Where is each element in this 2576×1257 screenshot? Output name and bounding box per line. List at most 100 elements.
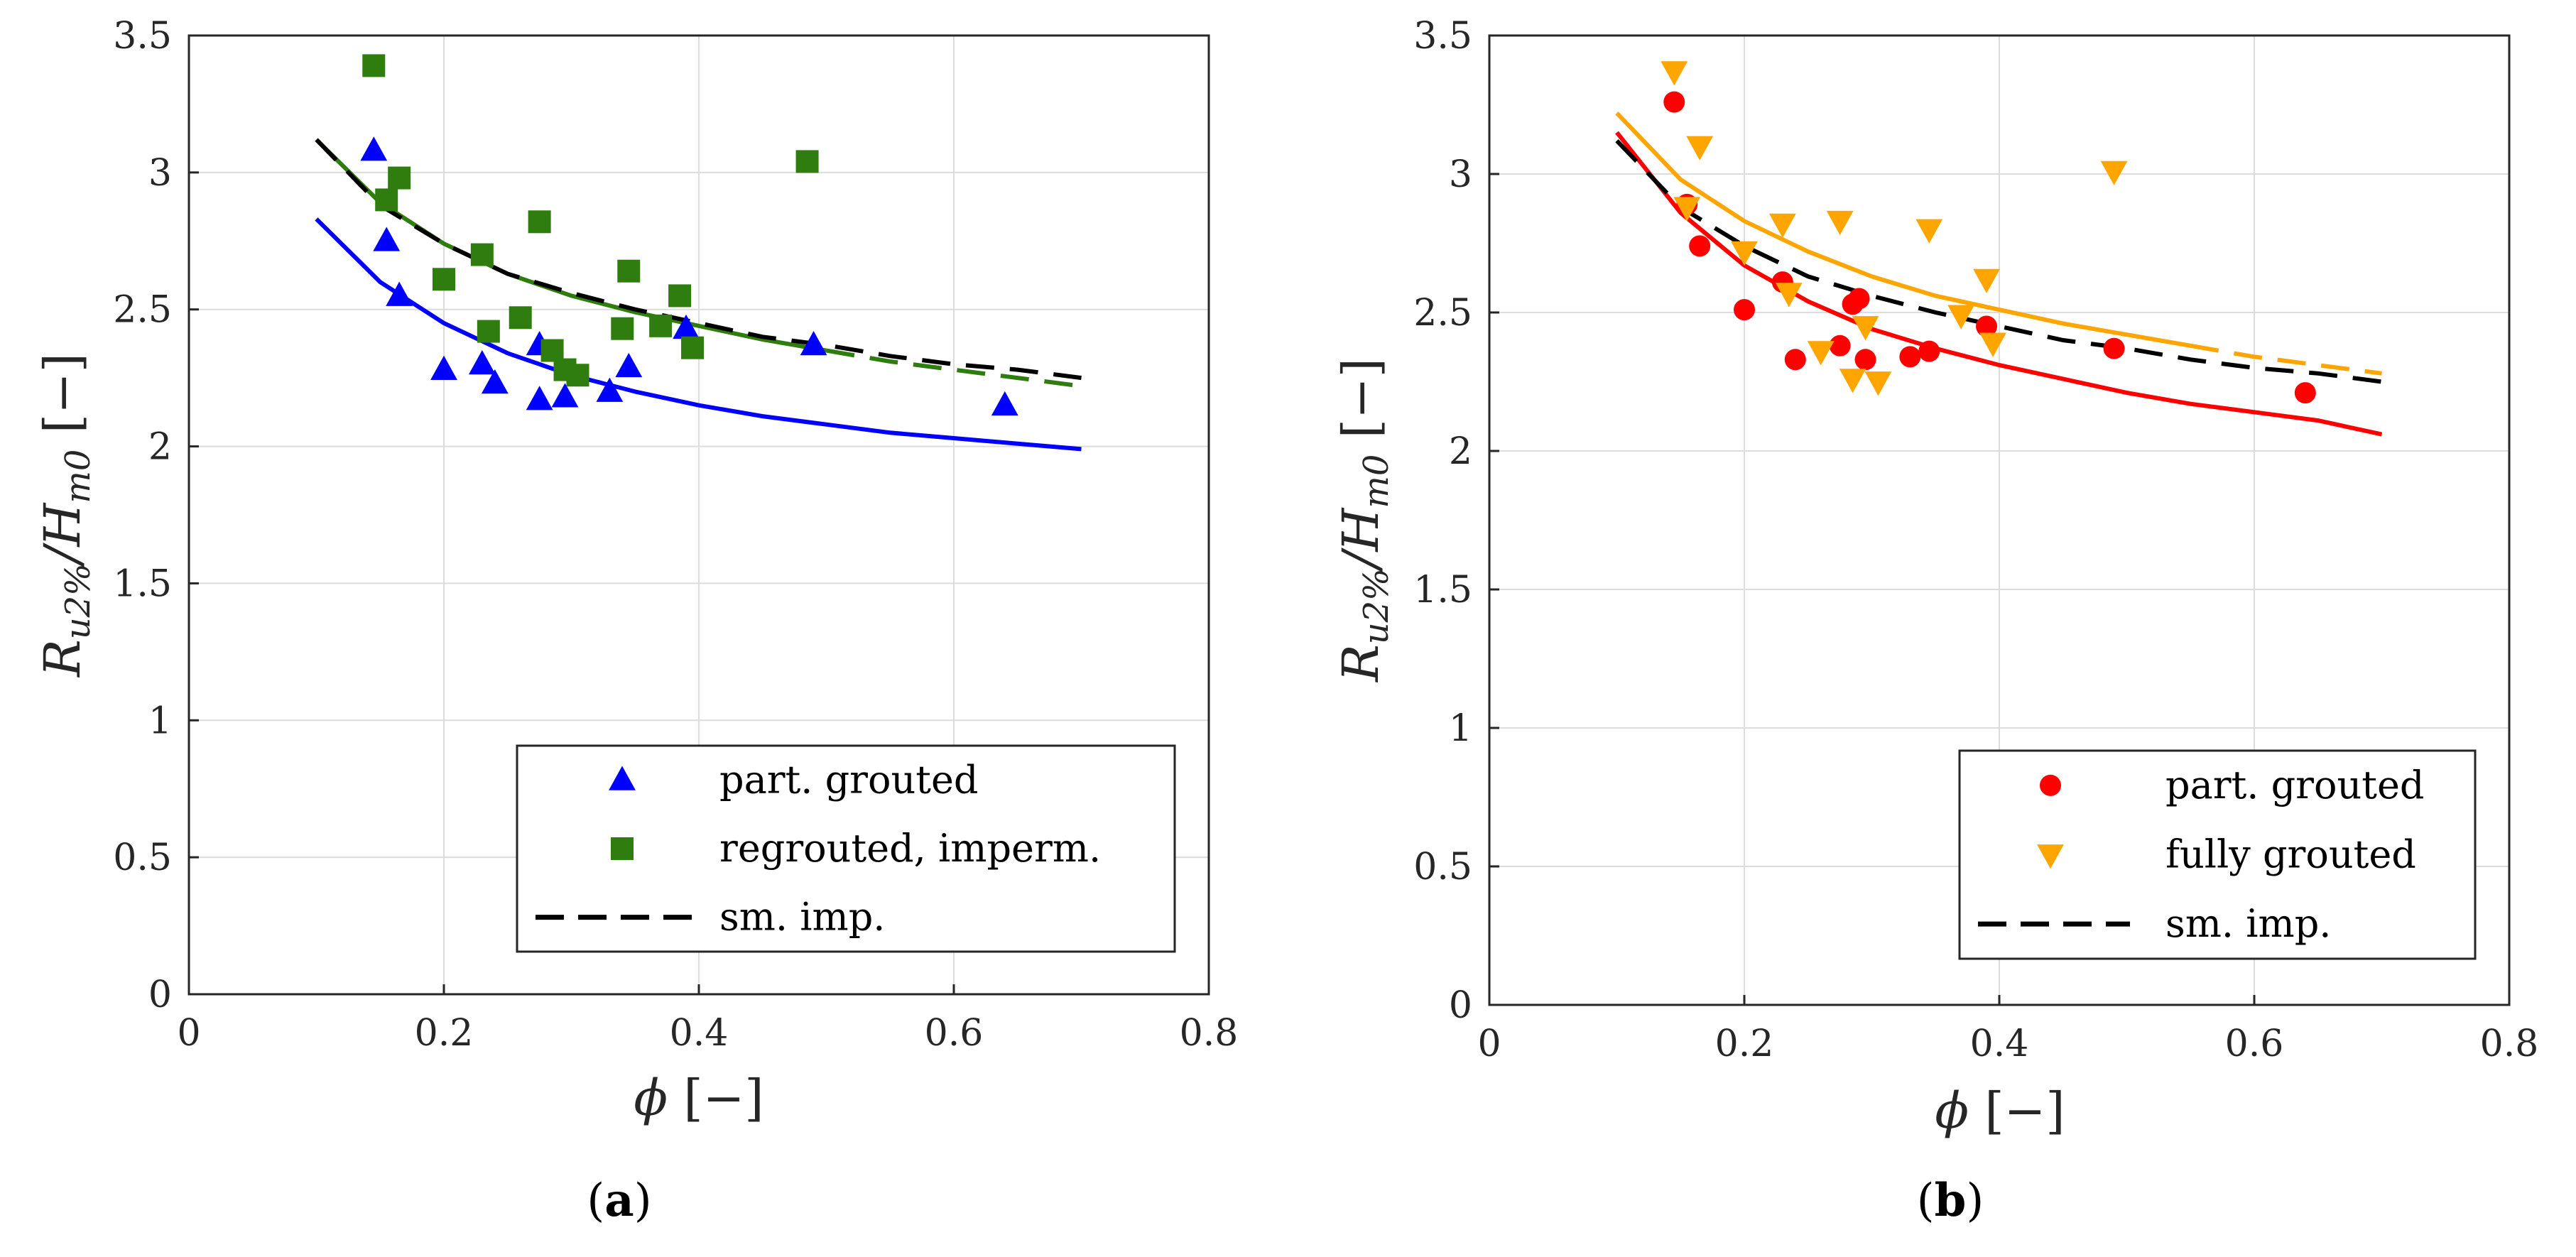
panel-b-legend: part. grouted fully grouted sm. imp.: [1958, 749, 2477, 960]
panel-a-data-point: [360, 136, 388, 161]
panel-a-data-point: [430, 355, 457, 380]
y-tick-label: 3.5: [113, 15, 172, 58]
panel-a-series-1: [362, 54, 819, 387]
panel-b-data-point: [1807, 341, 1835, 366]
panel-a-data-point: [673, 314, 700, 339]
y-axis-title: Ru2%/Hm0 [−]: [1332, 358, 1396, 683]
legend-marker: [611, 837, 634, 860]
panel-b-data-point: [1899, 346, 1921, 368]
panel-a-data-point: [617, 259, 641, 283]
panel-a-data-point: [800, 331, 827, 356]
x-tick-label: 0: [1477, 1023, 1501, 1065]
panel-b-data-point: [1947, 305, 1975, 330]
panel-a-data-point: [386, 281, 413, 306]
x-tick-label: 0.4: [670, 1012, 729, 1055]
panel-b-data-point: [1829, 334, 1851, 357]
panel-a-data-point: [991, 391, 1018, 416]
panel-b-data-point: [1854, 349, 1876, 371]
y-tick-label: 3.5: [1413, 15, 1472, 58]
panel-a-data-point: [477, 320, 500, 343]
x-axis-title: ϕ [−]: [1935, 1082, 2065, 1140]
y-tick-label: 3: [148, 152, 172, 195]
y-tick-label: 2.5: [1413, 292, 1472, 334]
panel-a-data-point: [375, 188, 398, 212]
legend-marker: [2037, 844, 2064, 869]
panel-a-data-point: [611, 317, 634, 340]
panel-a-data-point: [509, 306, 532, 330]
y-tick-label: 0.5: [113, 837, 172, 879]
x-tick-label: 0.4: [1970, 1023, 2029, 1065]
x-axis-title: ϕ [−]: [634, 1069, 763, 1127]
panel-label: (b): [1917, 1174, 1984, 1227]
legend-label: sm. imp.: [2165, 901, 2331, 946]
y-tick-label: 0: [148, 974, 172, 1016]
x-tick-label: 0.2: [1715, 1023, 1774, 1065]
y-tick-label: 0.5: [1413, 846, 1472, 888]
x-tick-label: 0.8: [1180, 1012, 1239, 1055]
y-tick-label: 2: [1449, 430, 1472, 473]
panel-a-legend: part. grouted regrouted, imperm. sm. imp.: [516, 744, 1176, 953]
panel-a-data-point: [526, 386, 553, 410]
panel-b-fit-line-1-dashed: [2190, 343, 2382, 376]
y-tick-label: 1.5: [1413, 569, 1472, 611]
panel-a-data-point: [649, 314, 673, 337]
x-tick-label: 0.8: [2480, 1023, 2539, 1065]
panel-b-data-point: [1915, 219, 1943, 244]
x-tick-label: 0.2: [415, 1012, 474, 1055]
panel-a-data-point: [551, 383, 579, 408]
panel-b-data-point: [1976, 315, 1998, 337]
panel-a-data-point: [481, 369, 509, 394]
panel-a-data-point: [373, 227, 401, 251]
panel-b-data-point: [1864, 371, 1892, 396]
panel-b-data-point: [1731, 241, 1758, 266]
panel-a-data-point: [433, 268, 455, 291]
panel-a-data-point: [668, 284, 692, 308]
panel-a-data-point: [470, 243, 494, 266]
chart-panel-a: 0 0.2 0.4 0.6 0.8 0 0.5 1 1.5 2 2.5 3 3.5 part. grout…: [33, 15, 1238, 1227]
legend-label: part. grouted: [2165, 763, 2425, 807]
panel-b-data-point: [1768, 213, 1796, 238]
panel-b-data-point: [2103, 337, 2125, 359]
chart-panel-b: 0 0.2 0.4 0.6 0.8 0 0.5 1 1.5 2 2.5 3 3.5 part. grout…: [1332, 15, 2538, 1227]
panel-label: (a): [587, 1174, 651, 1227]
panel-b-data-point: [1673, 197, 1701, 222]
panel-a-data-point: [540, 339, 564, 362]
y-tick-label: 2.5: [113, 289, 172, 332]
legend-label: regrouted, imperm.: [719, 826, 1101, 871]
panel-b-data-point: [1979, 332, 2006, 357]
y-tick-label: 0: [1449, 984, 1472, 1027]
panel-a-data-point: [566, 364, 589, 387]
panel-b-data-point: [1689, 235, 1711, 257]
y-tick-label: 1.5: [113, 562, 172, 605]
panel-a-data-point: [388, 166, 411, 190]
panel-b-data-point: [1686, 136, 1714, 160]
panel-b-data-point: [1826, 210, 1854, 236]
y-tick-label: 2: [148, 426, 172, 469]
panel-b-data-point: [1775, 283, 1803, 308]
panel-b-series-1: [1661, 61, 2128, 396]
panel-b-data-point: [2294, 382, 2316, 404]
panel-a-data-point: [362, 54, 386, 77]
x-tick-label: 0: [177, 1012, 200, 1055]
panel-a-fit-line-0: [315, 217, 1082, 452]
y-tick-label: 3: [1449, 153, 1472, 196]
panel-b-data-point: [1848, 288, 1870, 310]
legend-label: part. grouted: [719, 757, 979, 802]
panel-b-data-point: [1918, 340, 1940, 362]
x-tick-label: 0.6: [925, 1012, 984, 1055]
legend-label: sm. imp.: [719, 895, 885, 940]
y-axis-title: Ru2%/Hm0 [−]: [33, 353, 98, 678]
panel-a-data-point: [681, 336, 705, 359]
legend-marker: [609, 766, 636, 790]
panel-b-fit-line-1: [1615, 111, 2191, 348]
panel-b-data-point: [1852, 316, 1879, 341]
panel-a-data-point: [596, 377, 624, 402]
x-tick-label: 0.6: [2225, 1023, 2284, 1065]
panel-b-data-point: [1973, 268, 2000, 293]
legend-marker: [2040, 774, 2061, 796]
panel-a-data-point: [795, 150, 819, 173]
y-tick-label: 1: [148, 700, 172, 742]
panel-a-data-point: [528, 210, 551, 234]
panel-a-series-0: [360, 136, 1018, 416]
